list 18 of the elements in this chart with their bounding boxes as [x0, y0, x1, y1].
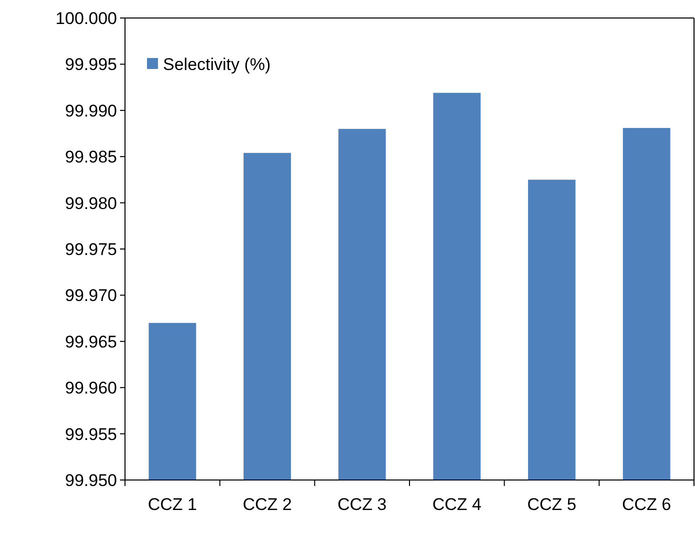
y-tick-label: 99.965: [65, 332, 117, 352]
legend-label: Selectivity (%): [163, 54, 271, 74]
x-tick-label: CCZ 6: [622, 495, 672, 514]
x-tick-label: CCZ 5: [527, 495, 576, 514]
y-tick-label: 99.985: [65, 148, 117, 167]
x-tick-label: CCZ 1: [148, 495, 197, 514]
x-tick-label: CCZ 4: [432, 495, 482, 514]
y-tick-label: 99.960: [65, 378, 117, 398]
y-tick-label: 99.995: [65, 55, 117, 74]
y-tick-label: 99.980: [65, 194, 117, 213]
x-tick-label: CCZ 2: [242, 495, 292, 514]
x-tick-label: CCZ 3: [338, 495, 387, 514]
y-tick-label: 99.975: [65, 240, 117, 259]
y-tick-label: 99.970: [65, 286, 117, 306]
y-tick-label: 99.990: [65, 101, 117, 120]
y-tick-label: 99.955: [65, 424, 117, 444]
y-tick-label: 100.000: [56, 8, 117, 28]
y-tick-label: 99.950: [65, 470, 117, 490]
